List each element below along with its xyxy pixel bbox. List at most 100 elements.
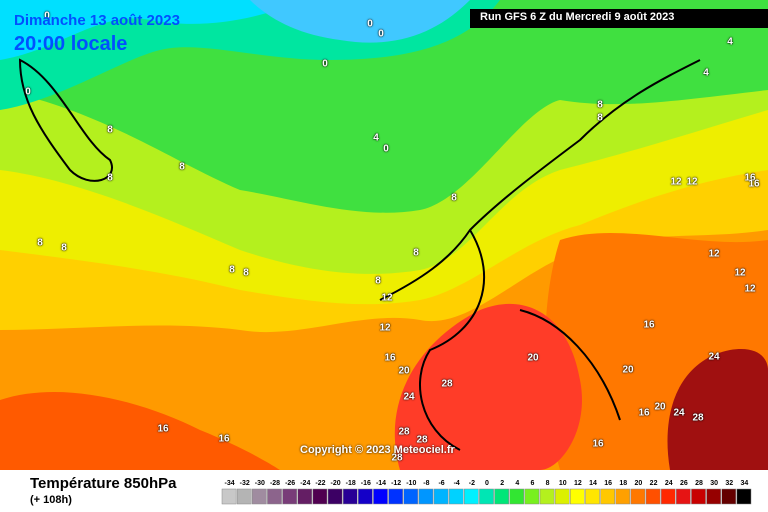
contour-label: 8 [413,247,419,259]
zone-cold [0,0,300,60]
swatch [570,488,585,505]
legend-title: Température 850hPa [30,475,177,492]
tick-label: -18 [346,480,356,487]
tick-label: -22 [315,480,325,487]
tick-label: 16 [604,480,612,487]
contour-label: 16 [384,352,396,364]
swatch [554,488,570,505]
contour-label: 16 [744,172,756,184]
contour-label: 24 [673,407,685,419]
contour-label: 28 [692,412,704,424]
contour-label: 0 [44,10,50,22]
swatch [736,488,752,505]
swatch [418,488,434,505]
tick-label: 22 [650,480,658,487]
contour-label: 8 [597,99,603,111]
swatch [236,488,252,505]
tick-label: 18 [619,480,627,487]
zone-green [0,0,768,213]
tick-label: 6 [530,480,534,487]
tick-label: -16 [361,480,371,487]
contour-label: 8 [107,172,113,184]
zone-southwest [0,391,280,470]
contour-label: 8 [61,242,67,254]
contour-label: 4 [703,67,709,79]
contour-label: 0 [383,143,389,155]
contour-label: 12 [734,267,746,279]
tick-label: -12 [391,480,401,487]
contour-label: 12 [744,283,756,295]
tick-label: 4 [515,480,519,487]
swatch [585,488,600,505]
swatch [327,488,343,505]
contour-label: 16 [643,319,655,331]
tick-label: -2 [469,480,475,487]
contour-label: 24 [403,391,415,403]
tick-label: 28 [695,480,703,487]
swatch [282,488,297,505]
tick-label: -10 [406,480,416,487]
swatch [691,488,706,505]
tick-label: -14 [376,480,386,487]
tick-label: 10 [559,480,567,487]
contour-label: 8 [107,124,113,136]
contour-label: 16 [218,433,230,445]
contour-label: 0 [367,18,373,30]
tick-label: -4 [454,480,460,487]
swatch [615,488,631,505]
contour-label: 20 [398,365,410,377]
tick-label: 20 [635,480,643,487]
tick-label: -32 [240,480,250,487]
contour-label: 16 [157,423,169,435]
copyright: Copyright © 2023 Meteociel.fr [300,444,455,456]
contour-label: 20 [654,401,666,413]
contour-label: 20 [622,364,634,376]
legend-lead: (+ 108h) [30,494,72,506]
contour-label: 8 [179,161,185,173]
tick-label: -24 [300,480,310,487]
swatch [358,488,373,505]
contour-label: 8 [451,192,457,204]
tick-label: 14 [589,480,597,487]
contour-label: 8 [375,275,381,287]
tick-label: -8 [423,480,429,487]
contour-label: 12 [381,292,393,304]
contour-label: 12 [708,248,720,260]
contour-label: 28 [441,378,453,390]
tick-label: -20 [331,480,341,487]
tick-label: 0 [485,480,489,487]
contour-label: 4 [373,132,379,144]
zone-darkred [667,349,768,470]
contour-label: 16 [748,178,760,190]
swatch [403,488,419,505]
tick-label: 8 [546,480,550,487]
swatch [721,488,737,505]
contour-label: 16 [592,438,604,450]
swatch [312,488,328,505]
run-box [470,9,768,28]
swatch [676,488,691,505]
time: 20:00 locale [14,33,128,55]
coastline [18,58,701,451]
contour-label: 0 [378,28,384,40]
zone-sea [250,0,470,43]
tick-label: 24 [665,480,673,487]
contour-label: 12 [670,176,682,188]
run: Run GFS 6 Z du Mercredi 9 août 2023 [480,11,675,23]
swatch [524,488,540,505]
tick-label: 12 [574,480,582,487]
tick-label: 30 [710,480,718,487]
swatch [494,488,509,505]
contour-label: 0 [25,86,31,98]
tick-label: -26 [285,480,295,487]
tick-label: -30 [255,480,265,487]
contour-label: 28 [391,452,403,464]
swatch [433,488,449,505]
contour-label: 28 [416,434,428,446]
swatch [660,488,676,505]
tick-label: 34 [741,480,749,487]
tick-label: -34 [225,480,235,487]
tick-label: 32 [725,480,733,487]
contour-label: 4 [727,36,733,48]
